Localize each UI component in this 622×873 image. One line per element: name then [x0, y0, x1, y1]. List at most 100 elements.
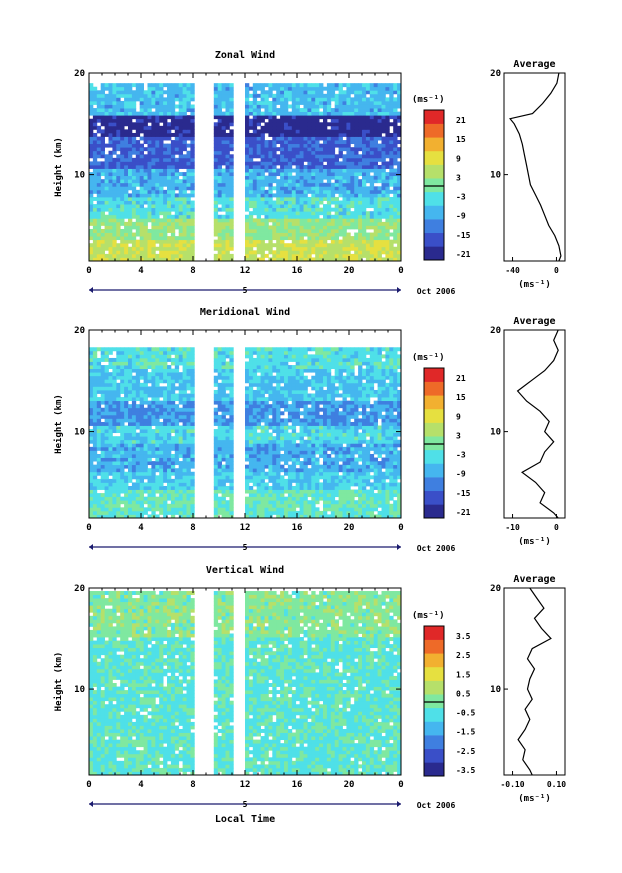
heatmap-cell	[155, 232, 160, 237]
heatmap-cell	[373, 239, 378, 244]
heatmap-cell	[342, 143, 347, 148]
heatmap-cell	[307, 179, 312, 184]
heatmap-cell	[124, 83, 129, 88]
heatmap-cell	[342, 83, 347, 88]
heatmap-cell	[362, 507, 367, 512]
heatmap-cell	[323, 496, 328, 501]
heatmap-cell	[143, 443, 148, 448]
heatmap-cell	[362, 93, 367, 98]
heatmap-cell	[303, 204, 308, 209]
heatmap-cell	[307, 450, 312, 455]
heatmap-cell	[225, 478, 230, 483]
heatmap-cell	[159, 218, 164, 223]
heatmap-cell	[213, 503, 219, 508]
heatmap-cell	[280, 207, 285, 212]
heatmap-cell	[131, 214, 137, 219]
heatmap-cell	[225, 83, 230, 88]
heatmap-cell	[346, 129, 351, 134]
heatmap-cell	[326, 168, 332, 173]
heatmap-cell	[299, 140, 304, 145]
heatmap-cell	[170, 172, 176, 177]
heatmap-cell	[131, 446, 137, 451]
heatmap-cell	[186, 122, 191, 127]
heatmap-cell	[96, 250, 102, 255]
colorbar-segment	[424, 232, 444, 247]
heatmap-cell	[358, 493, 363, 498]
heatmap-cell	[280, 143, 285, 148]
heatmap-cell	[365, 250, 371, 255]
heatmap-cell	[323, 243, 328, 248]
heatmap-cell	[342, 510, 347, 515]
heatmap-cell	[264, 503, 269, 508]
heatmap-cell	[268, 239, 273, 244]
heatmap-cell	[104, 193, 109, 198]
heatmap-cell	[299, 439, 304, 444]
heatmap-cell	[393, 239, 398, 244]
heatmap-cell	[377, 97, 382, 102]
heatmap-cell	[190, 228, 195, 233]
heatmap-cell	[92, 118, 98, 123]
heatmap-cell	[373, 236, 378, 241]
heatmap-cell	[128, 453, 133, 458]
heatmap-cell	[319, 125, 324, 130]
heatmap-cell	[326, 161, 332, 166]
heatmap-cell	[284, 179, 289, 184]
heatmap-cell	[264, 150, 269, 155]
heatmap-cell	[213, 168, 219, 173]
heatmap-cell	[260, 510, 265, 515]
heatmap-cell	[311, 182, 316, 187]
heatmap-cell	[323, 147, 328, 152]
heatmap-cell	[369, 457, 375, 462]
heatmap-cell	[124, 496, 129, 501]
heatmap-cell	[268, 246, 273, 251]
heatmap-cell	[330, 239, 336, 244]
heatmap-cell	[260, 147, 265, 152]
heatmap-cell	[303, 132, 308, 137]
heatmap-cell	[334, 125, 339, 130]
heatmap-cell	[112, 457, 117, 462]
heatmap-cell	[155, 132, 160, 137]
heatmap-cell	[350, 172, 355, 177]
heatmap-cell	[311, 221, 316, 226]
heatmap-cell	[116, 507, 121, 512]
heatmap-cell	[276, 108, 281, 113]
heatmap-cell	[342, 189, 347, 194]
heatmap-cell	[330, 225, 336, 230]
heatmap-cell	[323, 450, 328, 455]
heatmap-cell	[96, 214, 102, 219]
heatmap-cell	[182, 143, 187, 148]
heatmap-cell	[245, 193, 250, 198]
heatmap-cell	[268, 510, 273, 515]
heatmap-cell	[307, 493, 312, 498]
heatmap-cell	[178, 514, 183, 519]
heatmap-cell	[280, 464, 285, 469]
heatmap-cell	[358, 457, 363, 462]
heatmap-cell	[147, 129, 152, 134]
heatmap-cell	[167, 218, 172, 223]
heatmap-cell	[346, 225, 351, 230]
heatmap-cell	[268, 140, 273, 145]
heatmap-cell	[330, 140, 336, 145]
heatmap-cell	[120, 164, 125, 169]
heatmap-cell	[284, 111, 289, 116]
heatmap-cell	[147, 108, 152, 113]
heatmap-cell	[143, 207, 148, 212]
heatmap-cell	[319, 211, 324, 216]
heatmap-cell	[334, 182, 339, 187]
heatmap-cell	[155, 236, 160, 241]
heatmap-cell	[260, 514, 265, 519]
heatmap-cell	[276, 489, 281, 494]
heatmap-cell	[163, 90, 168, 95]
heatmap-cell	[221, 118, 226, 123]
heatmap-cell	[303, 493, 308, 498]
heatmap-cell	[131, 179, 137, 184]
heatmap-cell	[284, 468, 289, 473]
heatmap-cell	[108, 118, 113, 123]
heatmap-cell	[217, 453, 222, 458]
heatmap-cell	[229, 453, 234, 458]
heatmap-cell	[311, 236, 316, 241]
heatmap-cell	[287, 189, 293, 194]
heatmap-cell	[268, 464, 273, 469]
heatmap-cell	[362, 161, 367, 166]
heatmap-cell	[190, 154, 195, 159]
